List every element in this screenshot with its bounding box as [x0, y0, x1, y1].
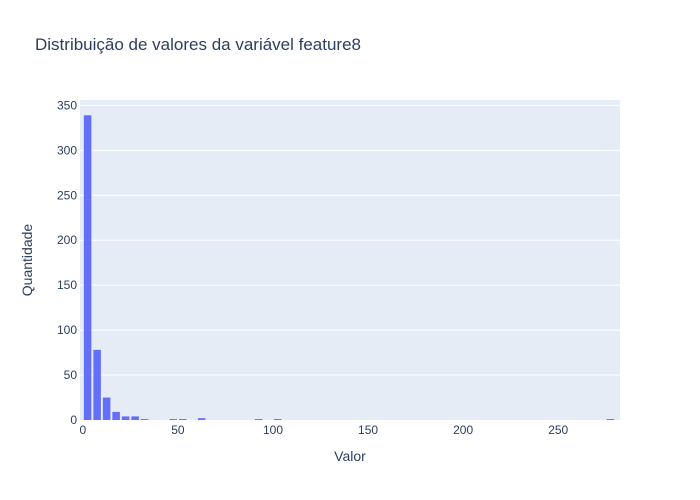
y-tick-label: 100 — [57, 323, 77, 337]
y-tick-label: 50 — [64, 368, 78, 382]
histogram-bar — [131, 416, 139, 420]
histogram-bar — [93, 349, 101, 420]
y-tick-label: 250 — [57, 188, 77, 202]
histogram-bar — [121, 416, 130, 420]
y-tick-label: 150 — [57, 278, 77, 292]
y-tick-label: 300 — [57, 143, 77, 157]
x-tick-label: 150 — [358, 423, 378, 437]
histogram-bar — [169, 419, 177, 420]
x-tick-label: 0 — [80, 423, 87, 437]
histogram-bar — [140, 419, 149, 420]
gridlines — [80, 104, 620, 376]
histogram-bar — [254, 419, 263, 420]
histogram-bar — [83, 115, 92, 421]
histogram-bar — [178, 419, 187, 420]
histogram-bar — [112, 411, 120, 420]
y-tick-label: 200 — [57, 233, 77, 247]
bars — [83, 115, 615, 421]
plot-area — [80, 100, 620, 420]
histogram-bar — [102, 397, 111, 420]
histogram-bar — [273, 419, 282, 420]
y-tick-label: 0 — [70, 413, 77, 427]
x-axis-ticks: 0 50 100 150 200 250 — [80, 423, 569, 437]
x-tick-label: 200 — [453, 423, 473, 437]
histogram-bar — [197, 418, 206, 420]
x-tick-label: 100 — [263, 423, 283, 437]
chart-title: Distribuição de valores da variável feat… — [35, 35, 361, 54]
x-axis-title: Valor — [334, 448, 366, 464]
x-tick-label: 50 — [171, 423, 185, 437]
y-tick-label: 350 — [57, 98, 77, 112]
y-axis-title: Quantidade — [19, 224, 35, 297]
x-tick-label: 250 — [548, 423, 568, 437]
histogram-bar — [606, 419, 615, 420]
y-axis-ticks: 0 50 100 150 200 250 300 350 — [57, 98, 77, 427]
